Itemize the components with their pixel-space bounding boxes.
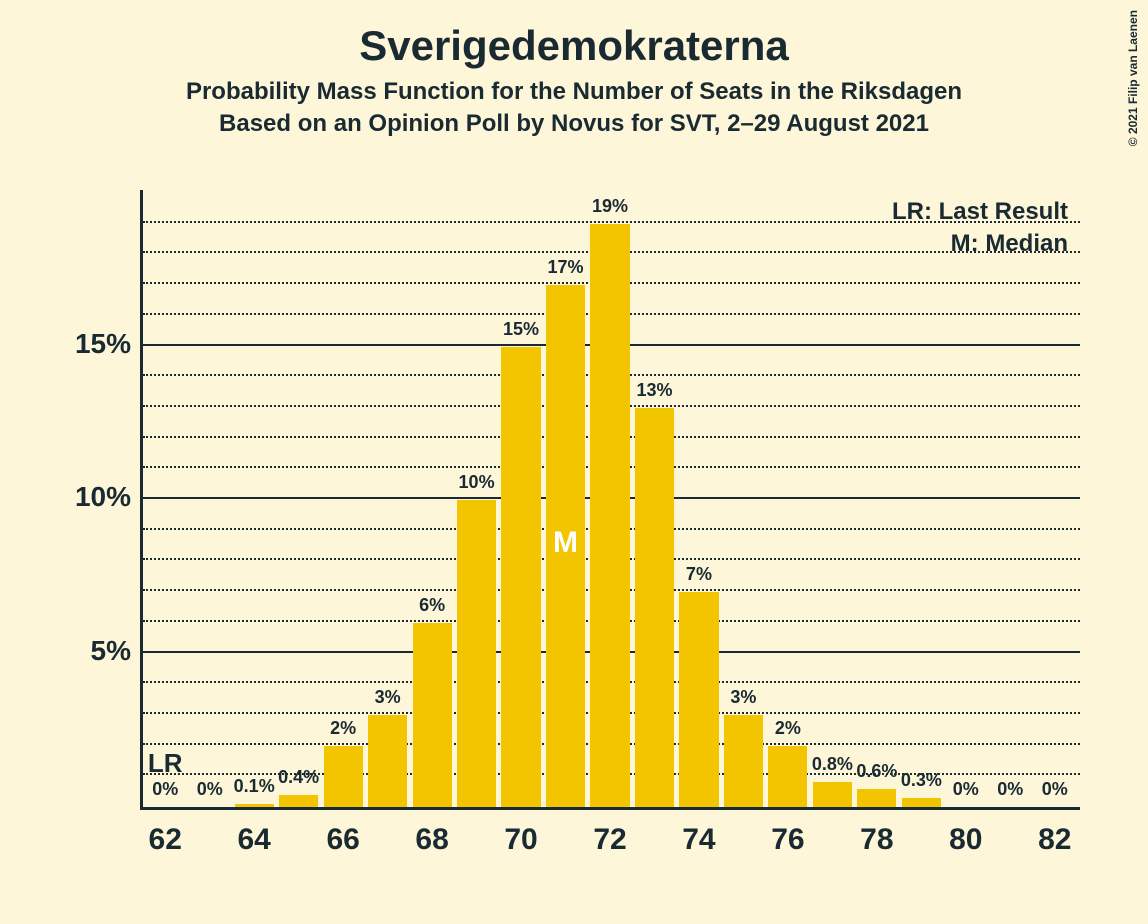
x-tick-label: 74	[682, 807, 715, 857]
bar	[413, 623, 452, 807]
bar	[235, 804, 274, 807]
median-marker: M	[553, 526, 578, 560]
x-tick-label: 64	[238, 807, 271, 857]
y-tick-label: 10%	[75, 481, 143, 513]
bar-value-label: 2%	[330, 718, 356, 743]
lr-marker: LR	[148, 748, 183, 779]
bar-value-label: 0.6%	[856, 761, 897, 786]
x-tick-label: 62	[149, 807, 182, 857]
x-tick-label: 70	[504, 807, 537, 857]
bar-value-label: 0.4%	[278, 767, 319, 792]
y-tick-label: 5%	[91, 635, 143, 667]
bar	[635, 408, 674, 807]
bar	[857, 789, 896, 807]
bar-value-label: 0%	[953, 779, 979, 804]
legend-m: M: Median	[892, 228, 1068, 260]
bar	[368, 715, 407, 807]
bar	[324, 746, 363, 807]
x-tick-label: 82	[1038, 807, 1071, 857]
bar-value-label: 0%	[1042, 779, 1068, 804]
x-tick-label: 80	[949, 807, 982, 857]
bar-value-label: 19%	[592, 196, 628, 221]
bar-value-label: 13%	[636, 380, 672, 405]
bar-value-label: 3%	[375, 687, 401, 712]
bar-value-label: 0%	[997, 779, 1023, 804]
chart-area: LR: Last Result M: Median 5% 10% 15% 62 64 66…	[60, 190, 1100, 890]
copyright-text: © 2021 Filip van Laenen	[1126, 10, 1140, 146]
bar	[501, 347, 540, 808]
bar	[768, 746, 807, 807]
bar-value-label: 0%	[152, 779, 178, 804]
y-tick-label: 15%	[75, 328, 143, 360]
bar	[679, 592, 718, 807]
bar	[590, 224, 629, 807]
chart-subtitle-2: Based on an Opinion Poll by Novus for SV…	[0, 110, 1148, 138]
titles-block: Sverigedemokraterna Probability Mass Fun…	[0, 0, 1148, 138]
bar	[902, 798, 941, 807]
bar-value-label: 0%	[197, 779, 223, 804]
bar-value-label: 10%	[459, 472, 495, 497]
gridline-minor	[143, 221, 1080, 223]
bar-value-label: 3%	[730, 687, 756, 712]
bar	[813, 782, 852, 807]
bar-value-label: 7%	[686, 564, 712, 589]
bar	[279, 795, 318, 807]
page: © 2021 Filip van Laenen Sverigedemokrate…	[0, 0, 1148, 924]
bar-value-label: 0.3%	[901, 770, 942, 795]
x-tick-label: 76	[771, 807, 804, 857]
legend-lr: LR: Last Result	[892, 196, 1068, 228]
chart-title: Sverigedemokraterna	[0, 22, 1148, 70]
bar-value-label: 0.8%	[812, 754, 853, 779]
bar-value-label: 2%	[775, 718, 801, 743]
bar	[457, 500, 496, 807]
x-tick-label: 66	[326, 807, 359, 857]
x-tick-label: 68	[415, 807, 448, 857]
bar-value-label: 0.1%	[234, 776, 275, 801]
bar	[724, 715, 763, 807]
bar-value-label: 17%	[548, 257, 584, 282]
x-tick-label: 78	[860, 807, 893, 857]
chart-subtitle-1: Probability Mass Function for the Number…	[0, 78, 1148, 106]
bar-value-label: 6%	[419, 595, 445, 620]
plot-area: LR: Last Result M: Median 5%10%15%626466…	[140, 190, 1080, 810]
bar-value-label: 15%	[503, 319, 539, 344]
x-tick-label: 72	[593, 807, 626, 857]
